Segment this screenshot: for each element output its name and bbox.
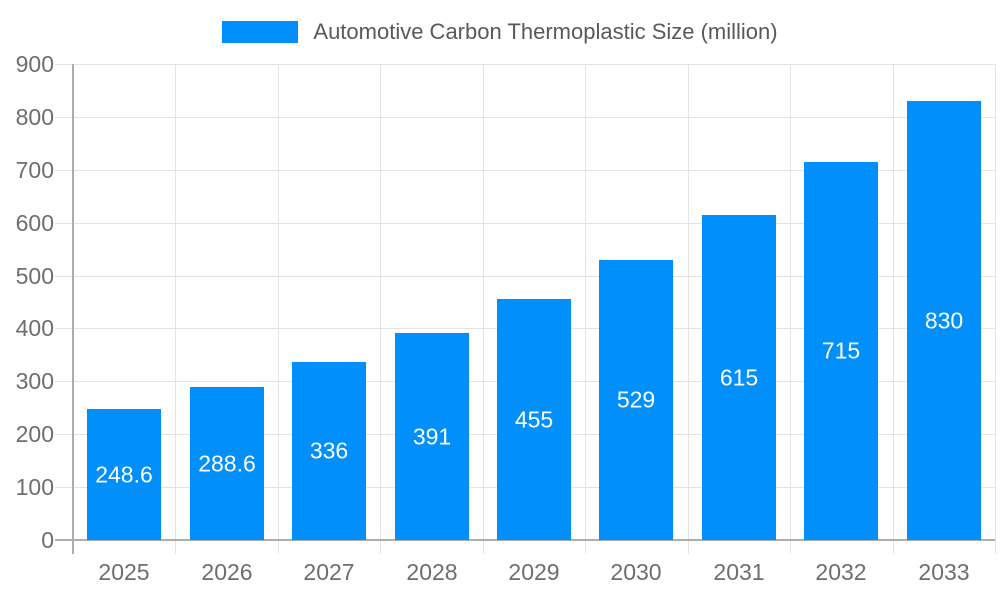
y-axis-label: 400 — [15, 315, 54, 341]
x-axis-label: 2025 — [98, 559, 150, 585]
bar[interactable] — [395, 333, 469, 540]
x-gridline — [483, 64, 484, 554]
y-axis-line — [72, 64, 74, 554]
bar-value-label: 391 — [412, 423, 452, 450]
bar-value-label: 715 — [821, 337, 861, 364]
x-gridline — [585, 64, 586, 554]
y-axis-label: 300 — [15, 368, 54, 394]
x-axis-label: 2027 — [303, 559, 355, 585]
x-axis-label: 2026 — [201, 559, 253, 585]
x-gridline — [688, 64, 689, 554]
x-axis-label: 2032 — [815, 559, 867, 585]
x-axis-label: 2028 — [406, 559, 458, 585]
x-gridline — [995, 64, 996, 554]
y-axis-label: 100 — [15, 474, 54, 500]
x-gridline — [175, 64, 176, 554]
x-gridline — [278, 64, 279, 554]
bar[interactable] — [87, 409, 161, 540]
x-axis-line — [55, 539, 995, 541]
bar[interactable] — [804, 162, 878, 540]
y-gridline — [55, 117, 995, 118]
bar[interactable] — [497, 299, 571, 540]
bar-value-label: 455 — [514, 406, 554, 433]
bar[interactable] — [292, 362, 366, 540]
bar-value-label: 615 — [719, 364, 759, 391]
x-gridline — [893, 64, 894, 554]
bar-value-label: 529 — [616, 386, 656, 413]
x-axis-label: 2029 — [508, 559, 560, 585]
bar[interactable] — [702, 215, 776, 540]
y-gridline — [55, 64, 995, 65]
y-axis-label: 800 — [15, 104, 54, 130]
y-axis-label: 600 — [15, 210, 54, 236]
legend-label: Automotive Carbon Thermoplastic Size (mi… — [313, 19, 778, 44]
legend[interactable]: Automotive Carbon Thermoplastic Size (mi… — [0, 19, 1000, 45]
x-axis-label: 2031 — [713, 559, 765, 585]
y-axis-label: 200 — [15, 421, 54, 447]
y-axis-label: 700 — [15, 157, 54, 183]
y-gridline — [55, 223, 995, 224]
y-gridline — [55, 276, 995, 277]
legend-swatch-icon — [222, 21, 299, 43]
y-gridline — [55, 170, 995, 171]
bar-value-label: 248.6 — [95, 461, 153, 488]
bar-value-label: 336 — [309, 437, 349, 464]
bar-value-label: 830 — [924, 307, 964, 334]
x-axis-label: 2033 — [918, 559, 970, 585]
y-axis-label: 900 — [15, 51, 54, 77]
x-gridline — [380, 64, 381, 554]
bar-value-label: 288.6 — [198, 450, 256, 477]
x-axis-label: 2030 — [610, 559, 662, 585]
x-gridline — [790, 64, 791, 554]
y-axis-label: 500 — [15, 263, 54, 289]
bar[interactable] — [907, 101, 981, 540]
bar[interactable] — [599, 260, 673, 540]
bar[interactable] — [190, 387, 264, 540]
y-axis-label: 0 — [41, 527, 54, 553]
